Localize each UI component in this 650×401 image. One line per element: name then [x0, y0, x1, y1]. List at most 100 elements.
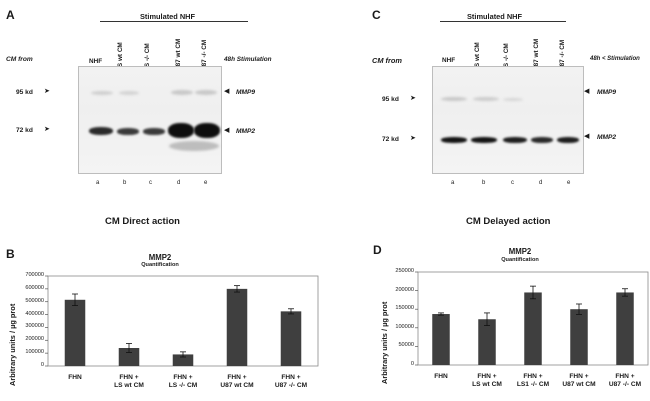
chart-d-category-label: FHN + U87 -/- CM	[595, 373, 650, 389]
chart-b-bar	[280, 311, 302, 366]
chart-b-category-label-line: FHN +	[119, 374, 139, 381]
chart-b-category-label-line: FHN +	[227, 374, 247, 381]
chart-d-bar	[570, 309, 588, 365]
chart-b-category-label-line: LS wt CM	[114, 382, 144, 389]
arrow-right-icon: ➤	[410, 135, 416, 142]
arrow-right-icon: ➤	[44, 126, 50, 133]
chart-d-category-label-line: FHN +	[523, 373, 543, 380]
panel-letter-b: B	[6, 247, 15, 261]
chart-b-ytick-label: 300000	[25, 323, 44, 330]
arrow-left-icon: ◀	[584, 88, 590, 95]
chart-d-category-label-line: FHN	[434, 373, 448, 380]
arrow-left-icon: ◀	[584, 133, 590, 140]
panel-c-lane-label-a: NHF	[442, 57, 456, 64]
panel-a-marker-72: 72 kd	[16, 127, 33, 134]
chart-b-category-label-line: U87 -/- CM	[274, 382, 308, 389]
panel-letter-d: D	[373, 243, 382, 257]
panel-a-lane-label-a: NHF	[89, 58, 103, 65]
chart-d-bar	[616, 292, 634, 365]
panel-letter-a: A	[6, 8, 15, 22]
panel-a-caption: CM Direct action	[105, 216, 180, 227]
chart-b-category-label: FHN	[45, 374, 105, 382]
chart-b-ytick-label: 100000	[25, 349, 44, 356]
panel-a-lane-letter: b	[123, 180, 127, 186]
panel-c-lane-letter: b	[482, 180, 486, 186]
chart-d-ytick-label: 150000	[395, 305, 414, 312]
panel-c-caption: CM Delayed action	[466, 216, 551, 227]
chart-d-category-label-line: FHN +	[569, 373, 589, 380]
chart-b-category-label: FHN + U87 -/- CM	[261, 374, 321, 390]
chart-b-ytick-label: 600000	[25, 284, 44, 291]
panel-a-mmp9-label: MMP9	[236, 89, 256, 96]
chart-b-ytick-label: 500000	[25, 297, 44, 304]
chart-d-category-label-line: U87 -/- CM	[608, 381, 642, 388]
chart-d-ytick-label: 100000	[395, 323, 414, 330]
arrow-left-icon: ◀	[224, 88, 230, 95]
chart-b-category-label-line: FHN +	[281, 374, 301, 381]
panel-a-header: Stimulated NHF	[140, 12, 196, 21]
chart-d-category-label-line: FHN +	[477, 373, 497, 380]
chart-d-category-label: FHN + U87 wt CM	[549, 373, 609, 389]
chart-d-ytick-label: 200000	[395, 286, 414, 293]
chart-d-bar	[432, 314, 450, 365]
panel-c-marker-95: 95 kd	[382, 96, 399, 103]
chart-d-ytick-label: 50000	[398, 342, 414, 349]
chart-b-category-label-line: FHN +	[173, 374, 193, 381]
panel-c-header-line	[440, 21, 566, 22]
chart-b-ytick-label: 400000	[25, 310, 44, 317]
chart-d-category-label: FHN	[411, 373, 471, 381]
panel-a-lane-letter: a	[96, 180, 100, 186]
chart-b-category-label-line: FHN	[68, 374, 82, 381]
chart-b-category-label: FHN + U87 wt CM	[207, 374, 267, 390]
panel-c-western-blot	[432, 66, 584, 174]
panel-a-lane-letter: d	[177, 180, 181, 186]
chart-b-ytick-label: 200000	[25, 336, 44, 343]
arrow-right-icon: ➤	[410, 95, 416, 102]
chart-d-ytick-label: 0	[410, 361, 414, 367]
chart-b-title: MMP2	[148, 253, 172, 262]
panel-c-lane-letter: c	[511, 180, 514, 186]
chart-d-bar	[478, 319, 496, 365]
panel-c-lane-letter: a	[451, 180, 455, 186]
chart-b-bar	[226, 288, 248, 366]
chart-d-title: MMP2	[508, 247, 532, 256]
chart-d-category-label-line: FHN +	[615, 373, 635, 380]
chart-d-category-label: FHN + LS1 -/- CM	[503, 373, 563, 389]
panel-a-cm-from: CM from	[6, 56, 33, 63]
chart-d-bar	[524, 292, 542, 365]
panel-a-lane-letter: c	[149, 180, 152, 186]
chart-b-bar	[118, 348, 140, 366]
chart-b-category-label: FHN + LS wt CM	[99, 374, 159, 390]
chart-b-ytick-label: 700000	[25, 272, 44, 278]
chart-b-category-label-line: LS -/- CM	[168, 382, 198, 389]
panel-c-marker-72: 72 kd	[382, 136, 399, 143]
chart-b-ytick-label: 0	[40, 362, 44, 368]
chart-b-subtitle: Quantification	[141, 262, 179, 268]
arrow-left-icon: ◀	[224, 127, 230, 134]
chart-d-category-label-line: U87 wt CM	[562, 381, 596, 388]
panel-a-marker-95: 95 kd	[16, 89, 33, 96]
panel-a-lane-letter: e	[204, 180, 208, 186]
arrow-right-icon: ➤	[44, 88, 50, 95]
panel-c-mmp2-label: MMP2	[597, 134, 617, 141]
panel-a-header-line	[100, 21, 248, 22]
panel-a-stimulation: 48h Stimulation	[224, 56, 272, 63]
panel-a-western-blot	[78, 66, 222, 174]
chart-d-category-label: FHN + LS wt CM	[457, 373, 517, 389]
panel-c-lane-letter: e	[567, 180, 571, 186]
panel-c-header: Stimulated NHF	[467, 12, 523, 21]
chart-d-category-label-line: LS1 -/- CM	[516, 381, 550, 388]
chart-b-category-label-line: U87 wt CM	[220, 382, 254, 389]
chart-d-category-label-line: LS wt CM	[472, 381, 502, 388]
chart-b-category-label: FHN + LS -/- CM	[153, 374, 213, 390]
chart-d-ytick-label: 250000	[395, 268, 414, 274]
panel-c-lane-letter: d	[539, 180, 543, 186]
chart-b-bar	[64, 299, 86, 366]
chart-d-subtitle: Quantification	[501, 257, 539, 263]
panel-c-cm-from: CM from	[372, 56, 402, 65]
chart-b-bar	[172, 354, 194, 366]
panel-c-stimulation: 48h < Stimulation	[590, 56, 640, 62]
panel-letter-c: C	[372, 8, 381, 22]
